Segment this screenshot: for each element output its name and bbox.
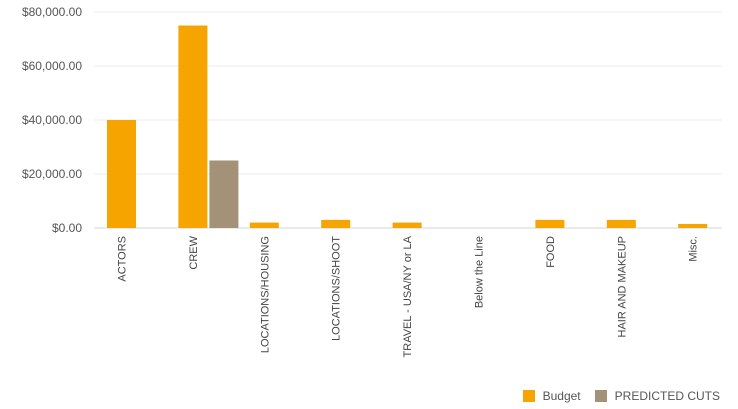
x-tick-label: LOCATIONS/HOUSING [259, 236, 271, 353]
bar-budget[interactable] [535, 219, 565, 228]
legend-swatch-predicted-cuts [594, 390, 607, 402]
y-tick-label: $60,000.00 [22, 59, 82, 73]
bar-budget[interactable] [178, 25, 208, 229]
y-tick-label: $20,000.00 [22, 167, 82, 181]
x-tick-label: TRAVEL - USA/NY or LA [402, 235, 414, 357]
bar-budget[interactable] [606, 219, 636, 228]
x-tick-label: FOOD [545, 236, 557, 268]
x-tick-label: CREW [188, 235, 200, 269]
x-tick-label: LOCATIONS/SHOOT [331, 236, 343, 341]
legend-label-budget: Budget [542, 389, 581, 403]
bar-predicted-cuts[interactable] [209, 160, 239, 229]
legend-item-budget[interactable]: Budget [522, 389, 581, 403]
legend-swatch-budget [522, 390, 535, 402]
bar-budget[interactable] [678, 223, 708, 228]
bar-budget[interactable] [249, 222, 279, 228]
bars [107, 25, 708, 229]
x-tick-label: ACTORS [117, 236, 129, 282]
bar-budget[interactable] [321, 219, 351, 228]
x-tick-label: HAIR AND MAKEUP [616, 236, 628, 337]
x-axis-labels: ACTORS CREW LOCATIONS/HOUSING LOCATIONS/SHO… [117, 235, 700, 357]
legend: Budget PREDICTED CUTS [509, 389, 720, 403]
y-axis-ticks: $0.00 $20,000.00 $40,000.00 $60,000.00 $80,0… [22, 5, 82, 235]
y-tick-label: $40,000.00 [22, 113, 82, 127]
bar-budget[interactable] [392, 222, 422, 228]
x-tick-label: Below the Line [474, 236, 486, 308]
legend-item-predicted-cuts[interactable]: PREDICTED CUTS [594, 389, 720, 403]
x-tick-label: Misc. [688, 236, 700, 262]
legend-label-predicted-cuts: PREDICTED CUTS [614, 389, 720, 403]
y-tick-label: $0.00 [52, 221, 82, 235]
y-tick-label: $80,000.00 [22, 5, 82, 19]
bar-budget[interactable] [107, 120, 136, 228]
